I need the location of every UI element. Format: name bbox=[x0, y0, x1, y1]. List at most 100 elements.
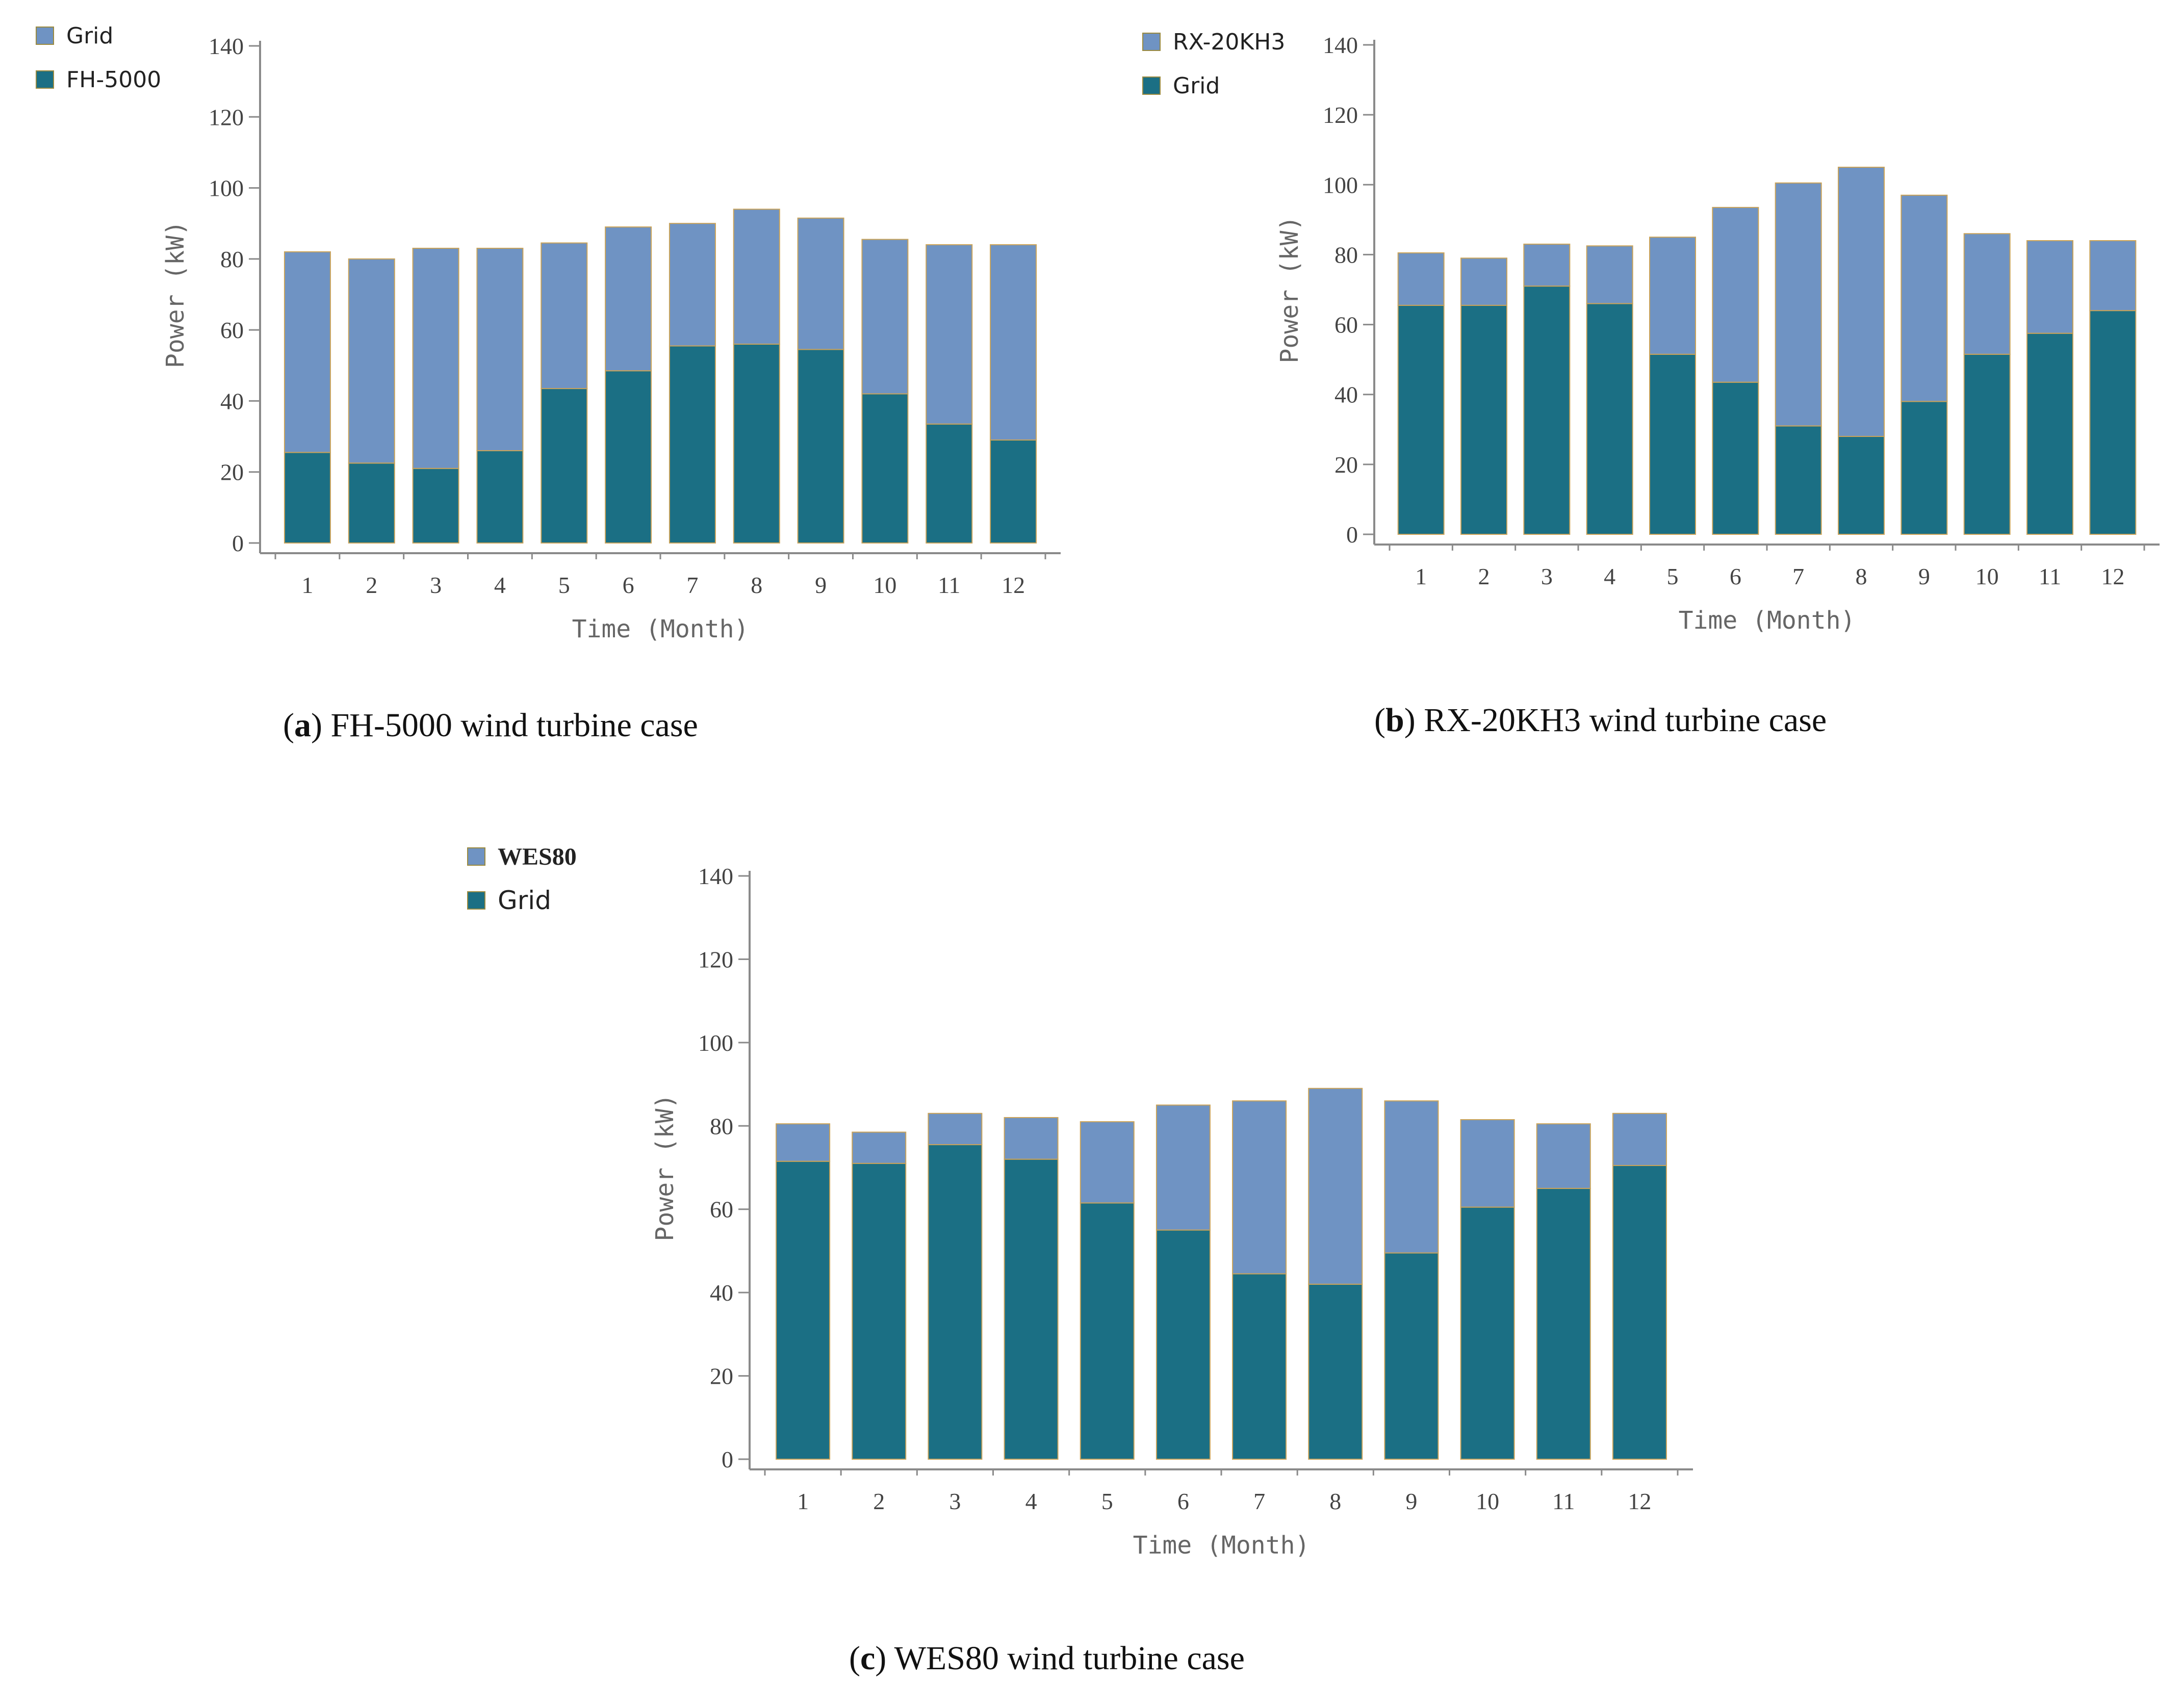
x-tick-label: 7 bbox=[686, 572, 698, 598]
bar-segment bbox=[284, 251, 331, 453]
bar-segment bbox=[1004, 1117, 1059, 1160]
bar-segment bbox=[669, 223, 716, 347]
bar-segment bbox=[412, 247, 459, 469]
bar-segment bbox=[1963, 353, 2011, 535]
bar-segment bbox=[1536, 1187, 1591, 1460]
bar-segment bbox=[1901, 401, 1948, 535]
y-axis-title: Power (kW) bbox=[1275, 216, 1304, 364]
x-tick-label: 1 bbox=[797, 1488, 809, 1514]
bar-segment bbox=[1649, 353, 1696, 535]
bar-segment bbox=[1649, 237, 1696, 355]
bar-segment bbox=[852, 1131, 907, 1164]
y-axis-title: Power (kW) bbox=[651, 1094, 679, 1241]
x-tick-label: 6 bbox=[1177, 1488, 1189, 1514]
x-tick-label: 7 bbox=[1253, 1488, 1265, 1514]
x-tick-label: 2 bbox=[873, 1488, 885, 1514]
y-tick-label: 120 bbox=[698, 946, 733, 972]
x-axis-title: Time (Month) bbox=[1679, 606, 1856, 635]
legend-label: RX-20KH3 bbox=[1173, 29, 1286, 55]
x-tick-label: 7 bbox=[1792, 563, 1804, 589]
y-tick-label: 60 bbox=[220, 317, 244, 343]
caption-c: (c) WES80 wind turbine case bbox=[849, 1640, 1245, 1677]
bar-segment bbox=[990, 244, 1037, 441]
caption-a: (a) FH-5000 wind turbine case bbox=[283, 707, 698, 744]
bar-segment bbox=[852, 1162, 907, 1460]
bar-segment bbox=[1963, 233, 2011, 355]
bar-segment bbox=[1523, 243, 1571, 287]
bar-segment bbox=[1838, 436, 1885, 535]
bar-segment bbox=[926, 244, 973, 425]
bar-segment bbox=[605, 226, 652, 372]
x-tick-label: 8 bbox=[751, 572, 762, 598]
legend-label: WES80 bbox=[498, 843, 577, 870]
bar-segment bbox=[476, 450, 524, 544]
y-tick-label: 40 bbox=[710, 1280, 733, 1306]
legend-b: RX-20KH3 Grid bbox=[1142, 27, 1285, 114]
x-tick-label: 12 bbox=[2101, 563, 2124, 589]
bar-segment bbox=[1523, 286, 1571, 535]
bar-segment bbox=[1156, 1104, 1211, 1231]
bar-segment bbox=[284, 452, 331, 544]
legend-c: WES80 Grid bbox=[467, 841, 577, 929]
x-tick-label: 10 bbox=[1975, 563, 1999, 589]
caption-letter: a bbox=[294, 707, 311, 744]
bar-segment bbox=[669, 345, 716, 544]
caption-text: WES80 wind turbine case bbox=[894, 1640, 1245, 1677]
legend-item: WES80 bbox=[467, 841, 577, 872]
bar-segment bbox=[797, 217, 844, 350]
x-tick-label: 2 bbox=[366, 572, 377, 598]
y-tick-label: 100 bbox=[698, 1030, 733, 1056]
x-tick-label: 10 bbox=[1476, 1488, 1499, 1514]
bar-segment bbox=[776, 1160, 831, 1460]
y-axis-title: Power (kW) bbox=[161, 221, 190, 368]
bar-segment bbox=[2026, 332, 2073, 535]
y-tick-label: 120 bbox=[209, 104, 244, 130]
x-tick-label: 5 bbox=[1667, 563, 1679, 589]
legend-label: Grid bbox=[66, 22, 114, 49]
legend-label: Grid bbox=[498, 886, 551, 915]
bar-segment bbox=[1080, 1202, 1135, 1460]
bar-segment bbox=[1460, 257, 1507, 306]
bar-segment bbox=[928, 1144, 983, 1460]
x-tick-label: 8 bbox=[1329, 1488, 1341, 1514]
legend-a: Grid FH-5000 bbox=[36, 20, 161, 108]
bar-segment bbox=[2089, 310, 2137, 535]
x-tick-label: 11 bbox=[1552, 1488, 1575, 1514]
x-tick-label: 4 bbox=[1604, 563, 1615, 589]
x-tick-label: 5 bbox=[558, 572, 570, 598]
y-tick-label: 120 bbox=[1323, 102, 1358, 128]
y-tick-label: 20 bbox=[710, 1363, 733, 1389]
x-tick-label: 8 bbox=[1856, 563, 1867, 589]
x-tick-label: 10 bbox=[873, 572, 896, 598]
legend-label: Grid bbox=[1173, 72, 1220, 99]
y-tick-label: 60 bbox=[710, 1197, 733, 1223]
y-tick-label: 0 bbox=[1346, 522, 1358, 548]
bar-segment bbox=[1586, 303, 1633, 535]
chart-panel-a: Grid FH-5000 0 20 40 60 80 100 120 140 1 2 3 4 5 6 7 8 9… bbox=[0, 0, 1091, 795]
bar-segment bbox=[476, 247, 524, 451]
chart-panel-c: WES80 Grid 0 20 40 60 80 100 120 140 1 2 3 4 5 6 7 8 9 10… bbox=[459, 816, 1785, 1708]
bar-segment bbox=[1775, 425, 1822, 535]
x-axis-title: Time (Month) bbox=[572, 615, 749, 643]
y-tick-label: 60 bbox=[1334, 312, 1358, 338]
caption-letter: c bbox=[860, 1640, 876, 1677]
legend-swatch bbox=[36, 70, 54, 89]
bar-segment bbox=[1397, 252, 1445, 306]
legend-item: Grid bbox=[467, 885, 577, 916]
x-tick-label: 11 bbox=[2039, 563, 2061, 589]
bar-segment bbox=[541, 242, 588, 390]
bar-segment bbox=[1712, 381, 1759, 535]
y-tick-label: 100 bbox=[1323, 172, 1358, 198]
x-tick-label: 1 bbox=[1415, 563, 1427, 589]
y-tick-label: 80 bbox=[1334, 242, 1358, 268]
bar-segment bbox=[2089, 240, 2137, 312]
legend-swatch bbox=[1142, 76, 1161, 95]
legend-swatch bbox=[36, 27, 54, 45]
legend-item: FH-5000 bbox=[36, 64, 161, 95]
bar-segment bbox=[1384, 1252, 1439, 1460]
x-tick-label: 6 bbox=[623, 572, 634, 598]
caption-b: (b) RX-20KH3 wind turbine case bbox=[1374, 702, 1827, 739]
bar-segment bbox=[1308, 1283, 1363, 1460]
bar-segment bbox=[1460, 304, 1507, 535]
